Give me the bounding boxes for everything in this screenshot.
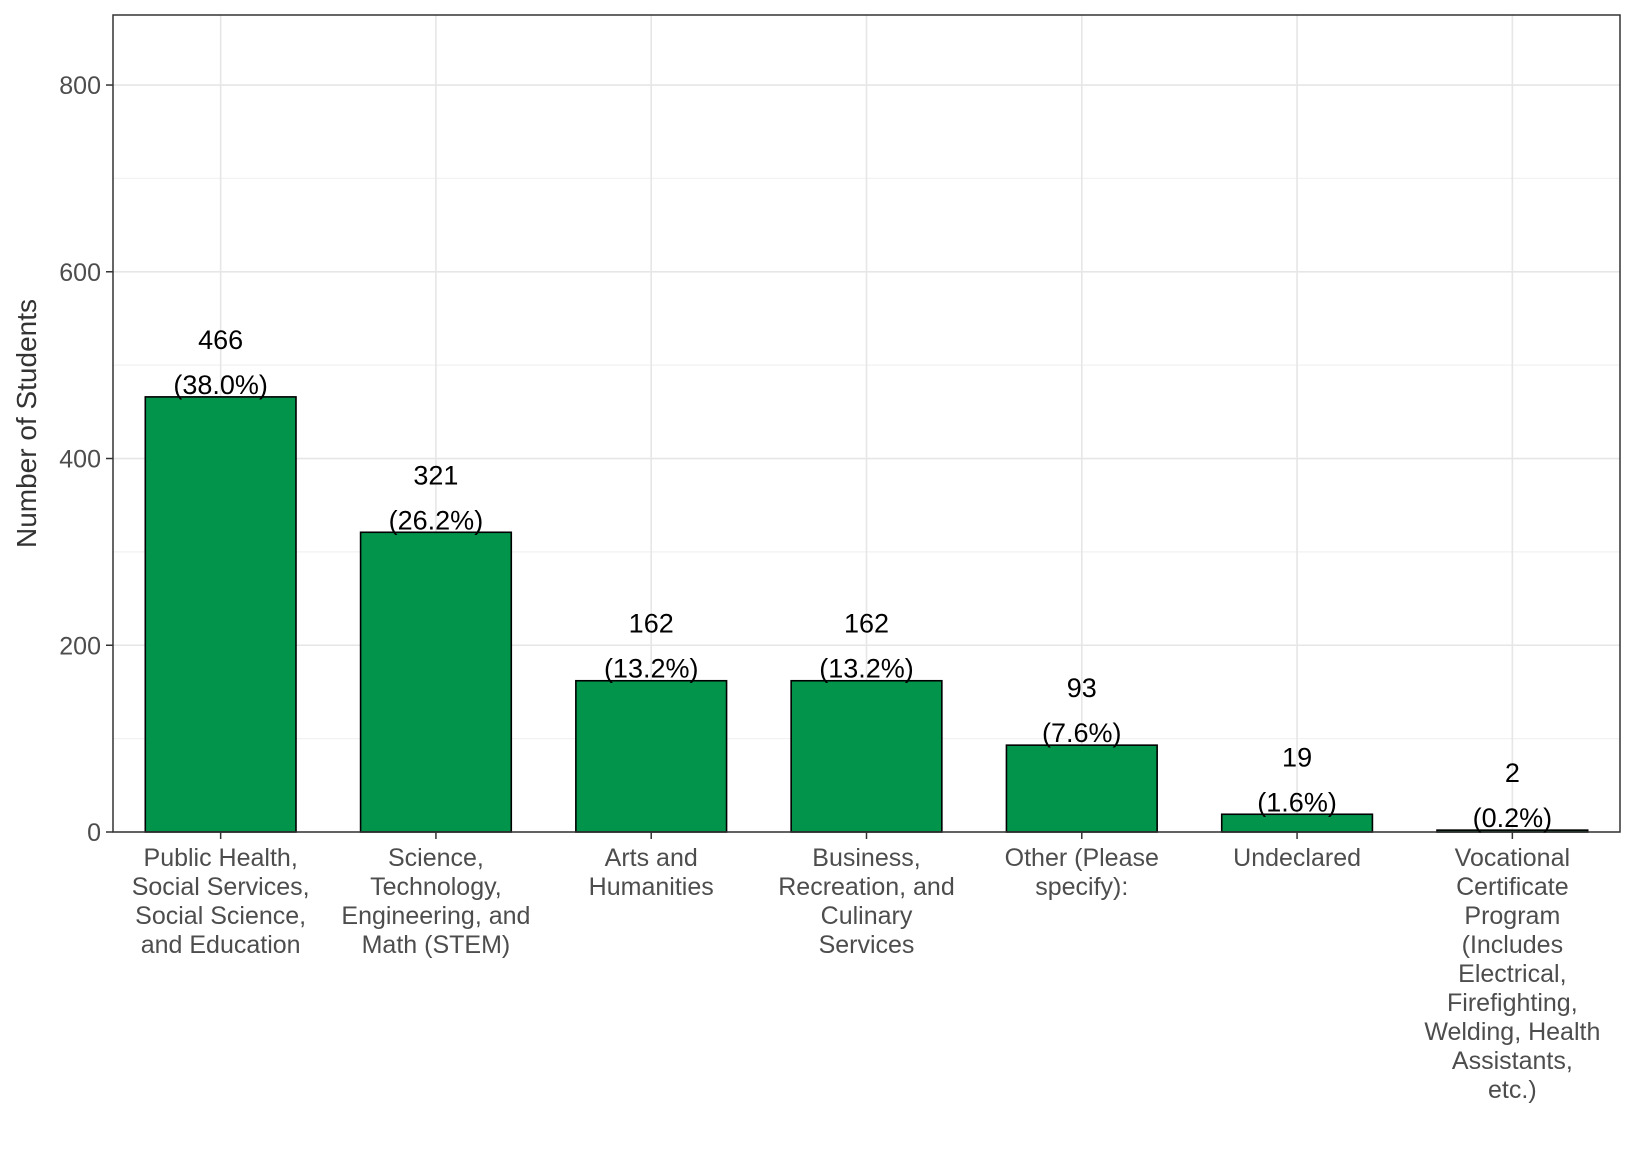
bar (359, 531, 513, 833)
value-label: 2 (1505, 758, 1520, 788)
x-axis: Public Health, Social Services, Social Sci… (132, 832, 1600, 1104)
y-axis: 0 200 400 600 800 (59, 72, 113, 847)
bar (790, 679, 943, 833)
value-label: 93 (1067, 673, 1097, 703)
value-label: 321 (413, 460, 458, 490)
x-category-label-line: Public Health, (144, 844, 298, 872)
x-category-label-line: Recreation, and (778, 873, 955, 901)
y-tick-label: 400 (59, 446, 101, 474)
x-category-label-line: Math (STEM) (362, 931, 511, 959)
x-category-label: Science, Technology, Engineering, and Math … (341, 844, 530, 959)
y-tick-label: 200 (59, 632, 101, 660)
bar (575, 679, 728, 833)
x-category-label-line: Social Services, (132, 873, 310, 901)
x-category-label-line: Program (1464, 902, 1560, 930)
percent-label: (38.0%) (173, 370, 268, 400)
bars (144, 396, 1589, 833)
x-category-label-line: and Education (141, 931, 301, 959)
x-category-label: Public Health, Social Services, Social Sci… (132, 844, 310, 959)
x-category-label-line: Social Science, (135, 902, 306, 930)
y-tick-label: 600 (59, 259, 101, 287)
x-category-label-line: Engineering, and (341, 902, 530, 930)
bar (144, 396, 297, 833)
value-label: 19 (1282, 742, 1312, 772)
x-category-label: Vocational Certificate Program (Includes Ele… (1424, 844, 1600, 1104)
y-axis-title: Number of Students (11, 299, 42, 548)
x-category-label-line: Firefighting, (1447, 989, 1578, 1017)
x-category-label-line: etc.) (1488, 1076, 1537, 1104)
x-category-label-line: Other (Please (1005, 844, 1159, 872)
percent-label: (0.2%) (1473, 803, 1553, 833)
x-category-label-line: Certificate (1456, 873, 1569, 901)
x-category-label: Undeclared (1233, 844, 1361, 872)
data-labels: 466 (38.0%) 321 (26.2%) 162 (13.2%) 162 (13.2%)… (173, 325, 1552, 833)
x-category-label-line: (Includes (1462, 931, 1563, 959)
percent-label: (13.2%) (819, 654, 914, 684)
x-category-label-line: Humanities (589, 873, 714, 901)
percent-label: (26.2%) (389, 505, 484, 535)
y-tick-label: 0 (87, 819, 101, 847)
x-category-label: Business, Recreation, and Culinary Services (778, 844, 955, 959)
x-category-label-line: Vocational (1455, 844, 1570, 872)
value-label: 162 (629, 609, 674, 639)
x-category-label-line: Services (819, 931, 915, 959)
x-category-label-line: Electrical, (1458, 960, 1566, 988)
x-category-label-line: Business, (812, 844, 920, 872)
x-category-label: Other (Please specify): (1005, 844, 1159, 901)
percent-label: (13.2%) (604, 654, 699, 684)
x-category-label: Arts and Humanities (589, 844, 714, 901)
value-label: 466 (198, 325, 243, 355)
x-category-label-line: Technology, (370, 873, 502, 901)
x-category-label-line: Undeclared (1233, 844, 1361, 872)
x-category-label-line: Culinary (821, 902, 913, 930)
percent-label: (1.6%) (1257, 787, 1337, 817)
x-category-label-line: Arts and (605, 844, 698, 872)
x-category-label-line: Welding, Health (1424, 1018, 1600, 1046)
value-label: 162 (844, 609, 889, 639)
bar (1005, 744, 1158, 833)
x-category-label-line: Assistants, (1452, 1047, 1573, 1075)
x-category-label-line: specify): (1035, 873, 1128, 901)
x-category-label-line: Science, (388, 844, 484, 872)
percent-label: (7.6%) (1042, 718, 1122, 748)
y-tick-label: 800 (59, 72, 101, 100)
